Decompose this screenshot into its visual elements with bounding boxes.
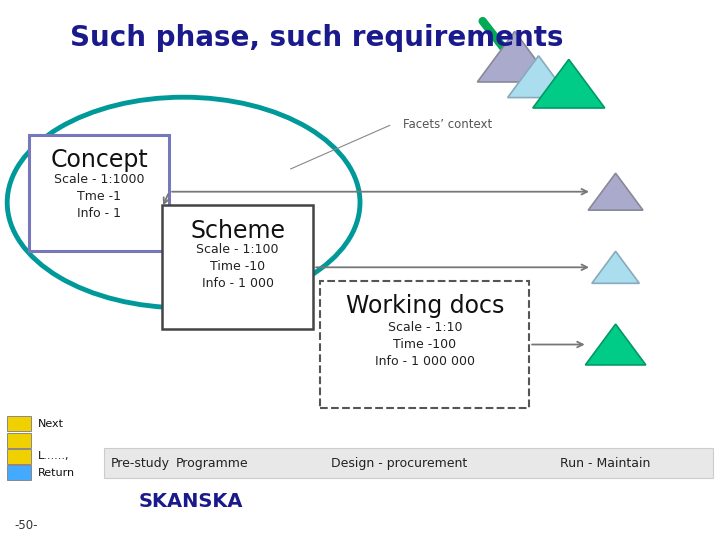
- Bar: [7, 465, 31, 480]
- Polygon shape: [592, 251, 639, 284]
- Text: Scale - 1:1000
Tme -1
Info - 1: Scale - 1:1000 Tme -1 Info - 1: [54, 173, 144, 220]
- Text: Scheme: Scheme: [190, 219, 285, 242]
- Text: Next: Next: [37, 419, 63, 429]
- Text: Pre-study: Pre-study: [111, 456, 170, 470]
- Text: Run - Maintain: Run - Maintain: [559, 456, 650, 470]
- Bar: [7, 449, 31, 464]
- Text: Programme: Programme: [176, 456, 248, 470]
- Polygon shape: [585, 324, 646, 365]
- Bar: [162, 205, 313, 329]
- Text: L......,: L......,: [37, 451, 69, 461]
- Text: Concept: Concept: [50, 148, 148, 172]
- Text: Facets’ context: Facets’ context: [403, 118, 492, 131]
- Bar: [29, 135, 169, 251]
- Text: Such phase, such requirements: Such phase, such requirements: [70, 24, 564, 52]
- Polygon shape: [588, 173, 643, 210]
- Polygon shape: [477, 31, 552, 82]
- Text: Scale - 1:100
Time -10
Info - 1 000: Scale - 1:100 Time -10 Info - 1 000: [197, 243, 279, 290]
- Text: -50-: -50-: [14, 519, 38, 532]
- Bar: [7, 416, 31, 431]
- Bar: [104, 448, 713, 478]
- Bar: [7, 433, 31, 448]
- Text: Return: Return: [37, 468, 75, 477]
- Text: Scale - 1:10
Time -100
Info - 1 000 000: Scale - 1:10 Time -100 Info - 1 000 000: [375, 321, 474, 368]
- Text: SKANSKA: SKANSKA: [138, 491, 243, 511]
- Polygon shape: [533, 59, 605, 108]
- Bar: [320, 281, 529, 408]
- Text: Working docs: Working docs: [346, 294, 504, 318]
- Text: Design - procurement: Design - procurement: [331, 456, 468, 470]
- Polygon shape: [508, 56, 570, 98]
